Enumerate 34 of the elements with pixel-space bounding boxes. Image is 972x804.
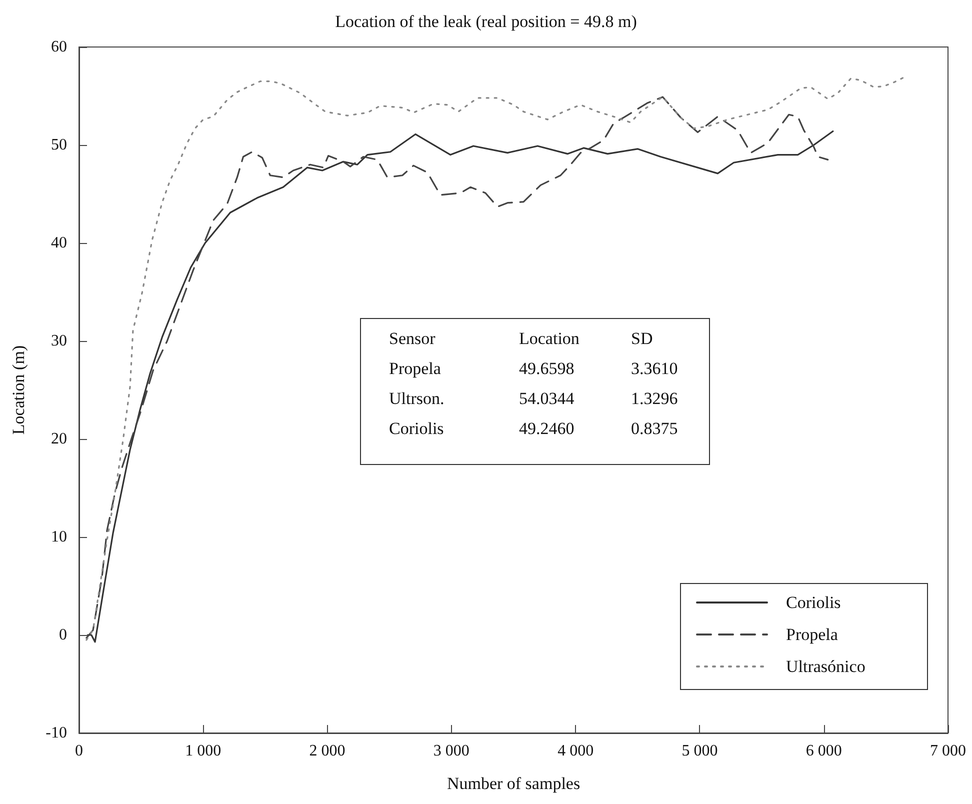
annotation: Ultrson. <box>389 389 446 409</box>
y-tick-label: 50 <box>51 136 67 154</box>
legend-label: Coriolis <box>786 593 841 612</box>
y-tick-label: 10 <box>51 528 67 546</box>
chart-title: Location of the leak (real position = 49.8 m) <box>335 12 637 31</box>
x-tick-label: 4 000 <box>558 742 594 760</box>
x-tick-label: 3 000 <box>433 742 470 760</box>
annotation: Propela <box>389 359 442 379</box>
x-tick-label: 5 000 <box>682 742 718 760</box>
x-axis-title: Number of samples <box>446 774 580 793</box>
annotation: Sensor <box>389 329 436 349</box>
annotation: Location <box>519 329 580 349</box>
legend-label: Ultrasónico <box>786 657 866 676</box>
x-tick-label: 0 <box>75 742 83 760</box>
x-tick-label: 2 000 <box>309 742 346 760</box>
y-tick-label: -10 <box>46 724 67 742</box>
annotation: SD <box>631 329 654 349</box>
annotation: 0.8375 <box>631 419 679 439</box>
y-tick-label: 0 <box>59 626 67 644</box>
annotation: 54.0344 <box>519 389 576 409</box>
legend-label: Propela <box>786 625 838 644</box>
x-tick-label: 6 000 <box>806 742 842 760</box>
annotation: 1.3296 <box>631 389 679 409</box>
y-tick-label: 40 <box>51 234 67 252</box>
y-tick-label: 60 <box>51 38 67 56</box>
y-tick-label: 20 <box>51 430 67 448</box>
y-axis-title: Location (m) <box>9 345 28 435</box>
annotation: 3.3610 <box>631 359 679 379</box>
y-tick-label: 30 <box>51 332 67 350</box>
annotation: 49.6598 <box>519 359 576 379</box>
x-tick-label: 7 000 <box>930 742 966 760</box>
x-tick-label: 1 000 <box>185 742 222 760</box>
annotation: 49.2460 <box>519 419 576 439</box>
annotation: Coriolis <box>389 419 445 439</box>
